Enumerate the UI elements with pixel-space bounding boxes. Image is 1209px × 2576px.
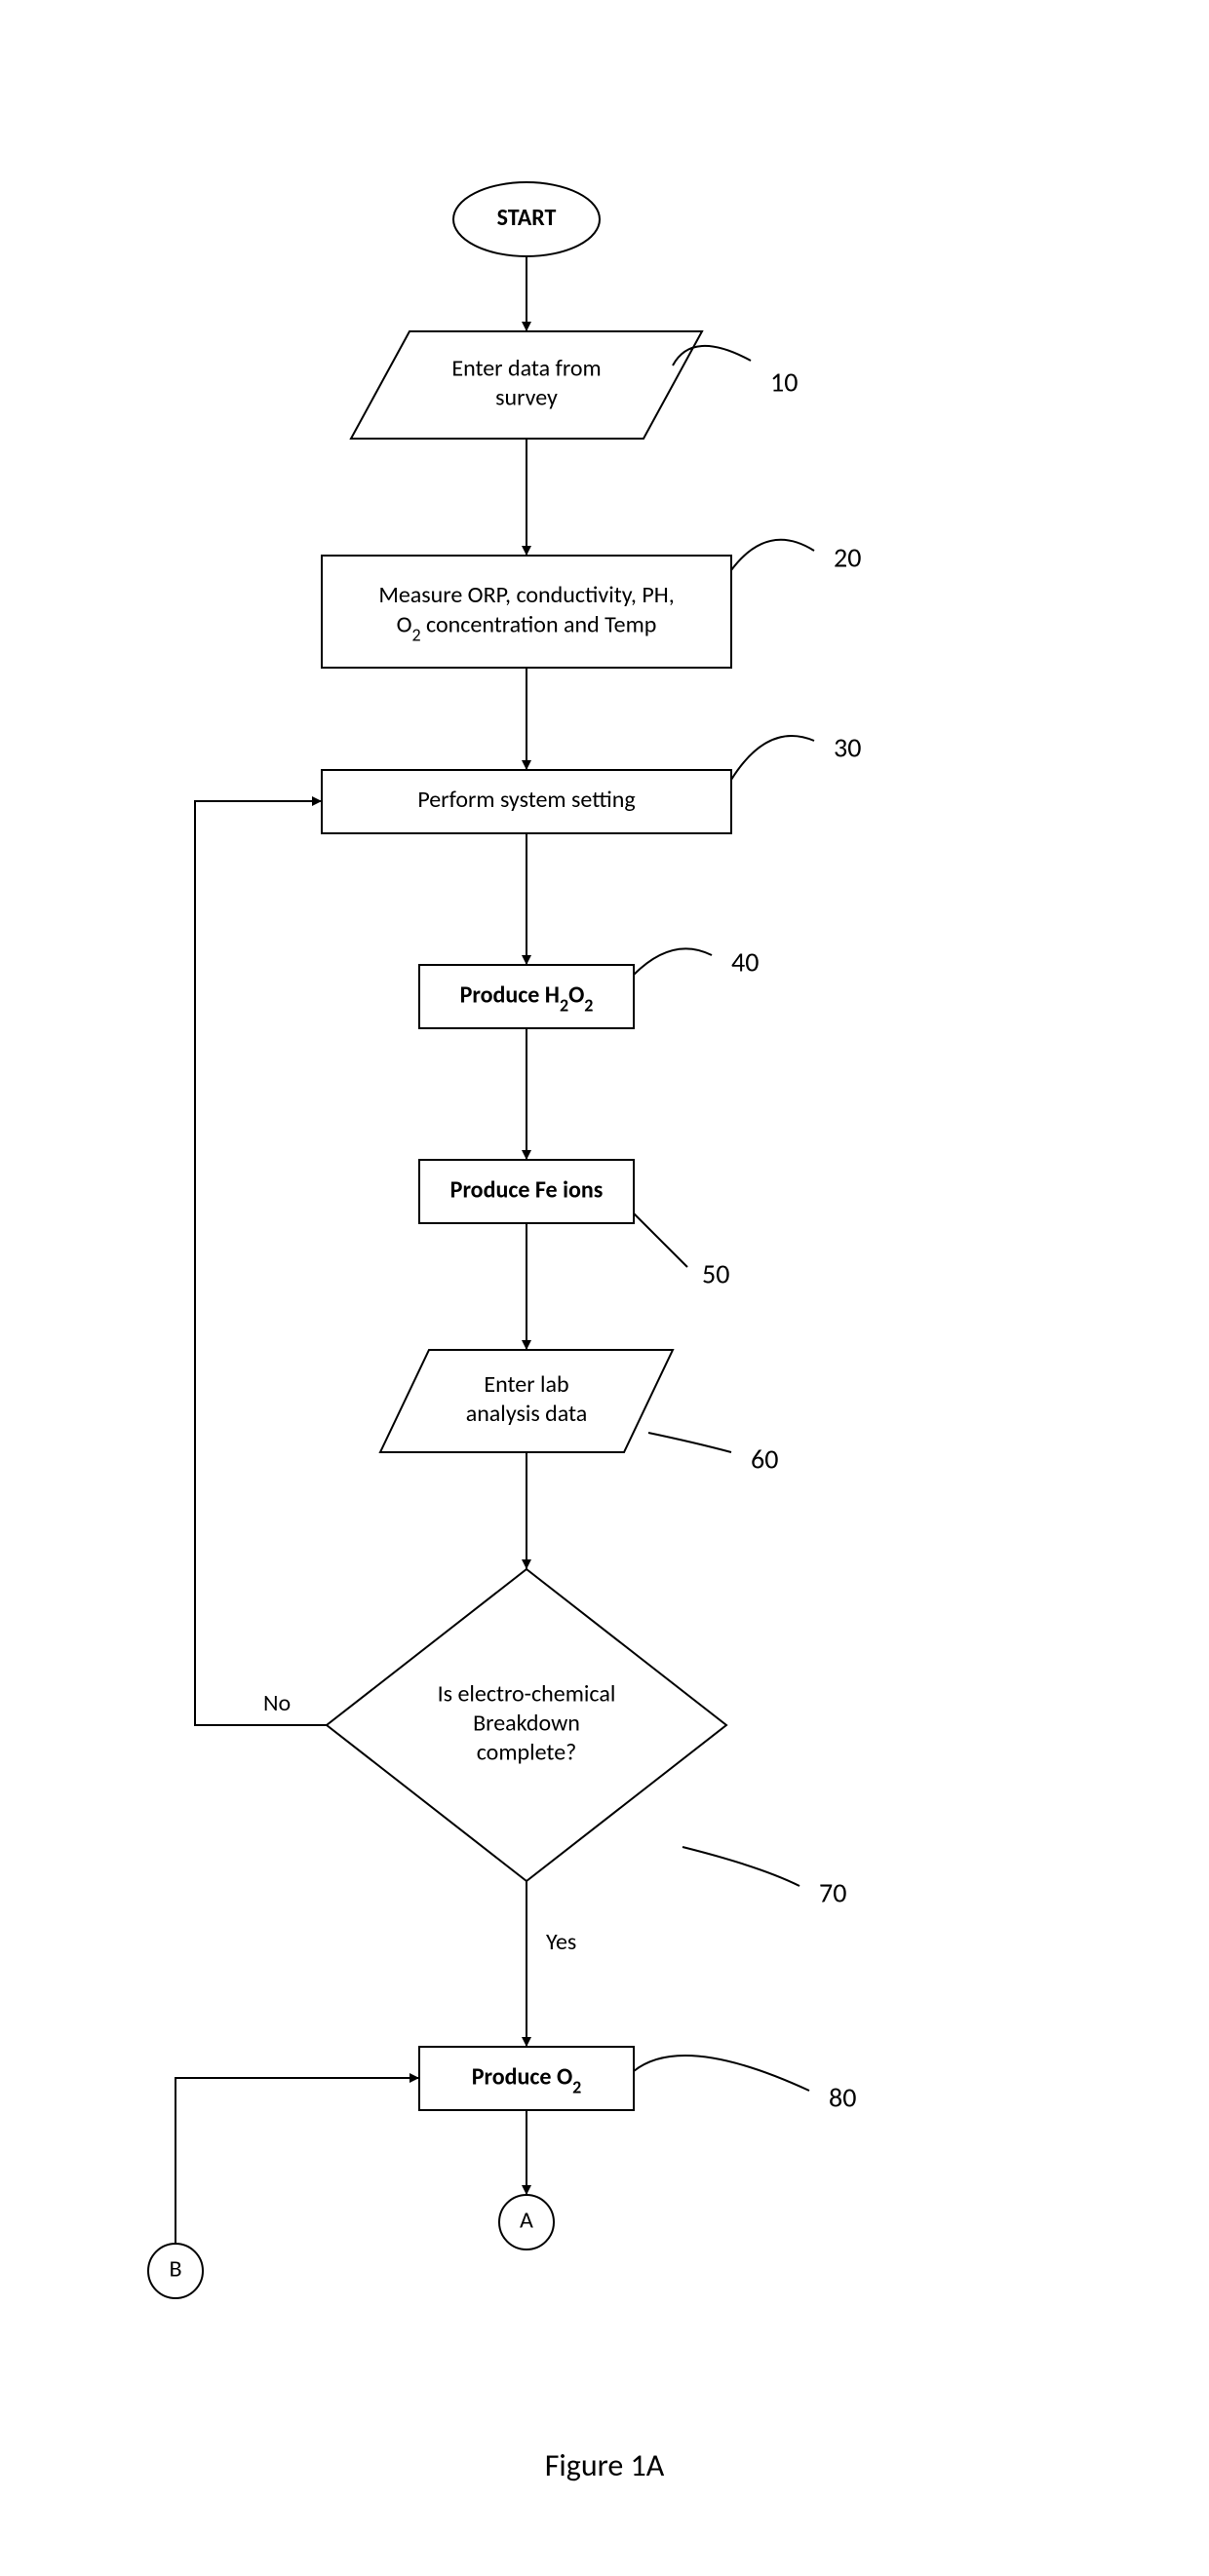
ref-40: 40: [731, 945, 759, 980]
svg-text:Produce Fe ions: Produce Fe ions: [450, 1175, 604, 1204]
svg-text:Breakdown: Breakdown: [473, 1710, 580, 1738]
svg-text:analysis data: analysis data: [466, 1400, 588, 1428]
edge-label: No: [263, 1689, 291, 1717]
ref-30: 30: [834, 731, 861, 765]
svg-text:O2 concentration and Temp: O2 concentration and Temp: [397, 610, 657, 646]
svg-text:A: A: [520, 2207, 533, 2235]
svg-text:Is electro-chemical: Is electro-chemical: [438, 1680, 616, 1709]
svg-text:Perform system setting: Perform system setting: [417, 786, 635, 814]
edge-label: Yes: [546, 1928, 576, 1956]
edge: [176, 2078, 419, 2244]
svg-text:START: START: [497, 204, 557, 232]
svg-text:survey: survey: [495, 384, 558, 412]
callout: [731, 736, 814, 780]
edge: [195, 801, 327, 1725]
ref-50: 50: [702, 1257, 729, 1291]
svg-text:complete?: complete?: [477, 1739, 577, 1767]
callout: [731, 540, 814, 570]
ref-10: 10: [770, 365, 798, 400]
ref-80: 80: [829, 2081, 856, 2115]
svg-text:Produce H2O2: Produce H2O2: [460, 980, 594, 1017]
callout: [648, 1433, 731, 1452]
svg-text:B: B: [169, 2255, 181, 2284]
ref-60: 60: [751, 1442, 778, 1477]
svg-text:Enter data from: Enter data from: [451, 355, 601, 383]
ref-70: 70: [819, 1876, 846, 1910]
node-start: START: [453, 182, 600, 256]
ref-20: 20: [834, 541, 861, 575]
svg-text:Enter lab: Enter lab: [484, 1370, 568, 1399]
svg-text:Produce O2: Produce O2: [472, 2062, 582, 2098]
callout: [634, 2056, 809, 2091]
node-connB: B: [148, 2244, 203, 2298]
callout: [682, 1847, 800, 1886]
node-connA: A: [499, 2195, 554, 2249]
callout: [634, 1213, 687, 1267]
figure-caption: Figure 1A: [545, 2446, 665, 2484]
callout: [634, 948, 712, 975]
svg-text:Measure ORP, conductivity, PH,: Measure ORP, conductivity, PH,: [378, 581, 674, 609]
